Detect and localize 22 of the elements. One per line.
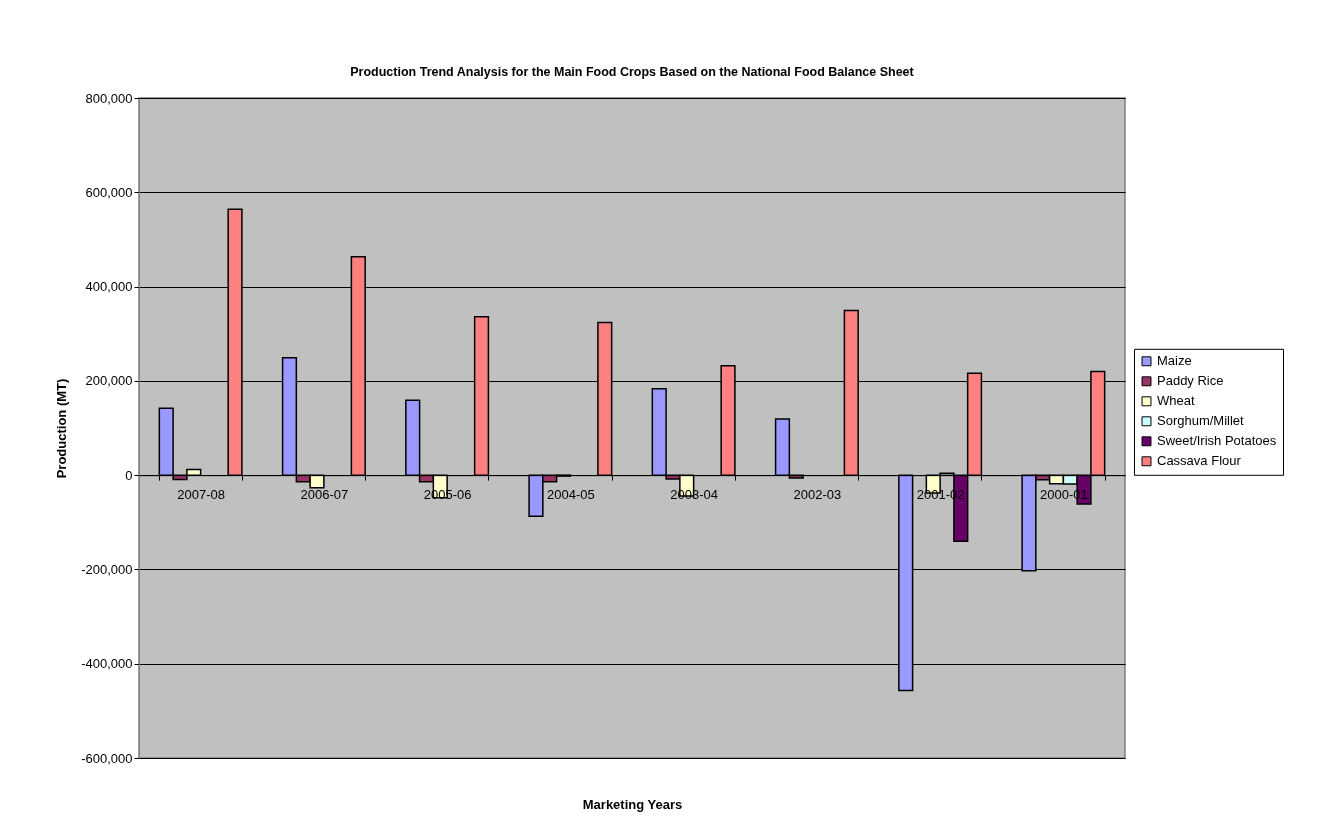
y-tick-label: 200,000 [85,373,133,389]
chart-title: Production Trend Analysis for the Main Food Crops Based on the National Food Balance Sheet [350,64,915,79]
y-tick-label: 800,000 [85,90,133,106]
y-tick-label: -600,000 [81,750,133,766]
y-axis-title: Production (MT) [54,378,70,479]
x-tick-label: 2004-05 [547,486,595,502]
y-tick-label: 400,000 [85,279,133,295]
legend-label: Sorghum/Millet [1157,413,1245,429]
y-tick-label: 600,000 [85,184,133,200]
x-axis-title: Marketing Years [582,796,683,812]
legend-label: Sweet/Irish Potatoes [1157,433,1277,449]
y-tick-label: -400,000 [81,656,133,672]
y-tick-label: -200,000 [81,561,133,577]
legend-label: Cassava Flour [1157,453,1242,469]
x-tick-label: 2002-03 [793,486,842,502]
legend-label: Paddy Rice [1157,373,1224,389]
y-tick-label: 0 [125,467,133,483]
legend-label: Wheat [1157,393,1195,409]
x-tick-label: 2003-04 [670,486,718,502]
x-tick-label: 2006-07 [300,486,349,502]
legend-label: Maize [1157,353,1192,369]
x-tick-label: 2007-08 [177,486,225,502]
